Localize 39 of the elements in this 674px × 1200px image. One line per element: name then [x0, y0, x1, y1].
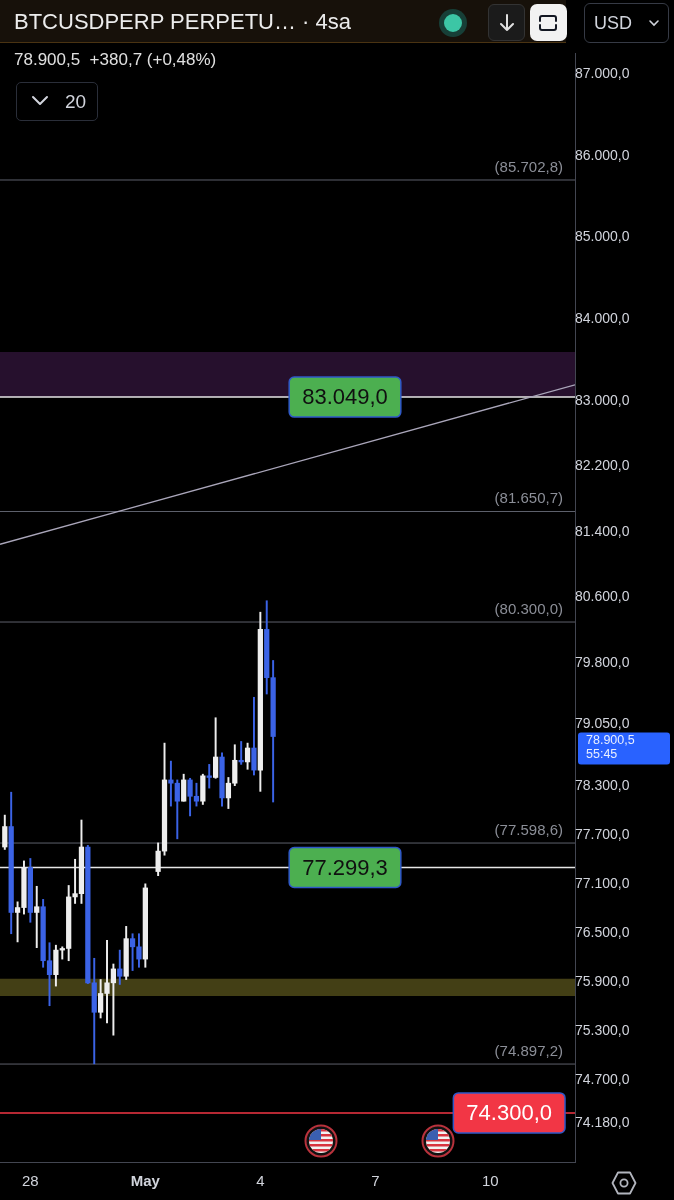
y-tick-label: 78.300,0: [575, 776, 630, 793]
y-tick-label: 87.000,0: [575, 64, 630, 81]
y-tick-label: 81.400,0: [575, 522, 630, 539]
y-tick-label: 74.700,0: [575, 1071, 630, 1088]
candlestick: [34, 885, 40, 948]
ref-line-label: (74.897,2): [494, 1041, 563, 1059]
y-tick-label: 79.800,0: [575, 653, 630, 670]
ref-line-label: (85.702,8): [494, 157, 563, 175]
x-tick-label: May: [130, 1172, 161, 1190]
y-tick-label: 82.200,0: [575, 457, 630, 474]
currency-dropdown: USD: [584, 3, 669, 43]
y-tick-label: 86.000,0: [575, 146, 630, 163]
text: 78.900,5 55:45: [586, 733, 635, 762]
annotation: 20: [65, 91, 87, 113]
ref-line-label: (77.598,6): [494, 820, 563, 838]
ref-line-label: 77.299,3: [302, 854, 388, 880]
y-tick-label: 80.600,0: [575, 588, 630, 605]
y-tick-label: 74.180,0: [575, 1113, 630, 1130]
ref-line-label: 74.300,0: [466, 1099, 552, 1125]
y-tick-label: 77.700,0: [575, 825, 630, 842]
ref-line-label: 83.049,0: [302, 384, 388, 410]
ref-line-label: (80.300,0): [494, 599, 563, 617]
chart-subtitle: 78.900,5 +380,7 (+0,48%): [14, 50, 217, 70]
collapse-button: 20: [16, 82, 98, 121]
y-tick-label: 83.000,0: [575, 391, 630, 408]
y-tick-label: 79.050,0: [575, 715, 630, 732]
ref-line-label: (81.650,7): [494, 489, 563, 507]
chart-title: BTCUSDPERP PERPETU… · 4sa: [14, 9, 352, 35]
y-tick-label: 84.000,0: [575, 310, 630, 327]
x-tick-label: 7: [371, 1172, 380, 1190]
y-axis-title: USD: [594, 13, 633, 34]
x-tick-label: 10: [482, 1172, 499, 1190]
y-tick-label: 76.500,0: [575, 923, 630, 940]
x-tick-label: 28: [22, 1172, 39, 1190]
x-tick-label: 4: [256, 1172, 265, 1190]
y-tick-label: 85.000,0: [575, 228, 630, 245]
y-tick-label: 77.100,0: [575, 874, 630, 891]
y-tick-label: 75.300,0: [575, 1021, 630, 1038]
y-tick-label: 75.900,0: [575, 972, 630, 989]
